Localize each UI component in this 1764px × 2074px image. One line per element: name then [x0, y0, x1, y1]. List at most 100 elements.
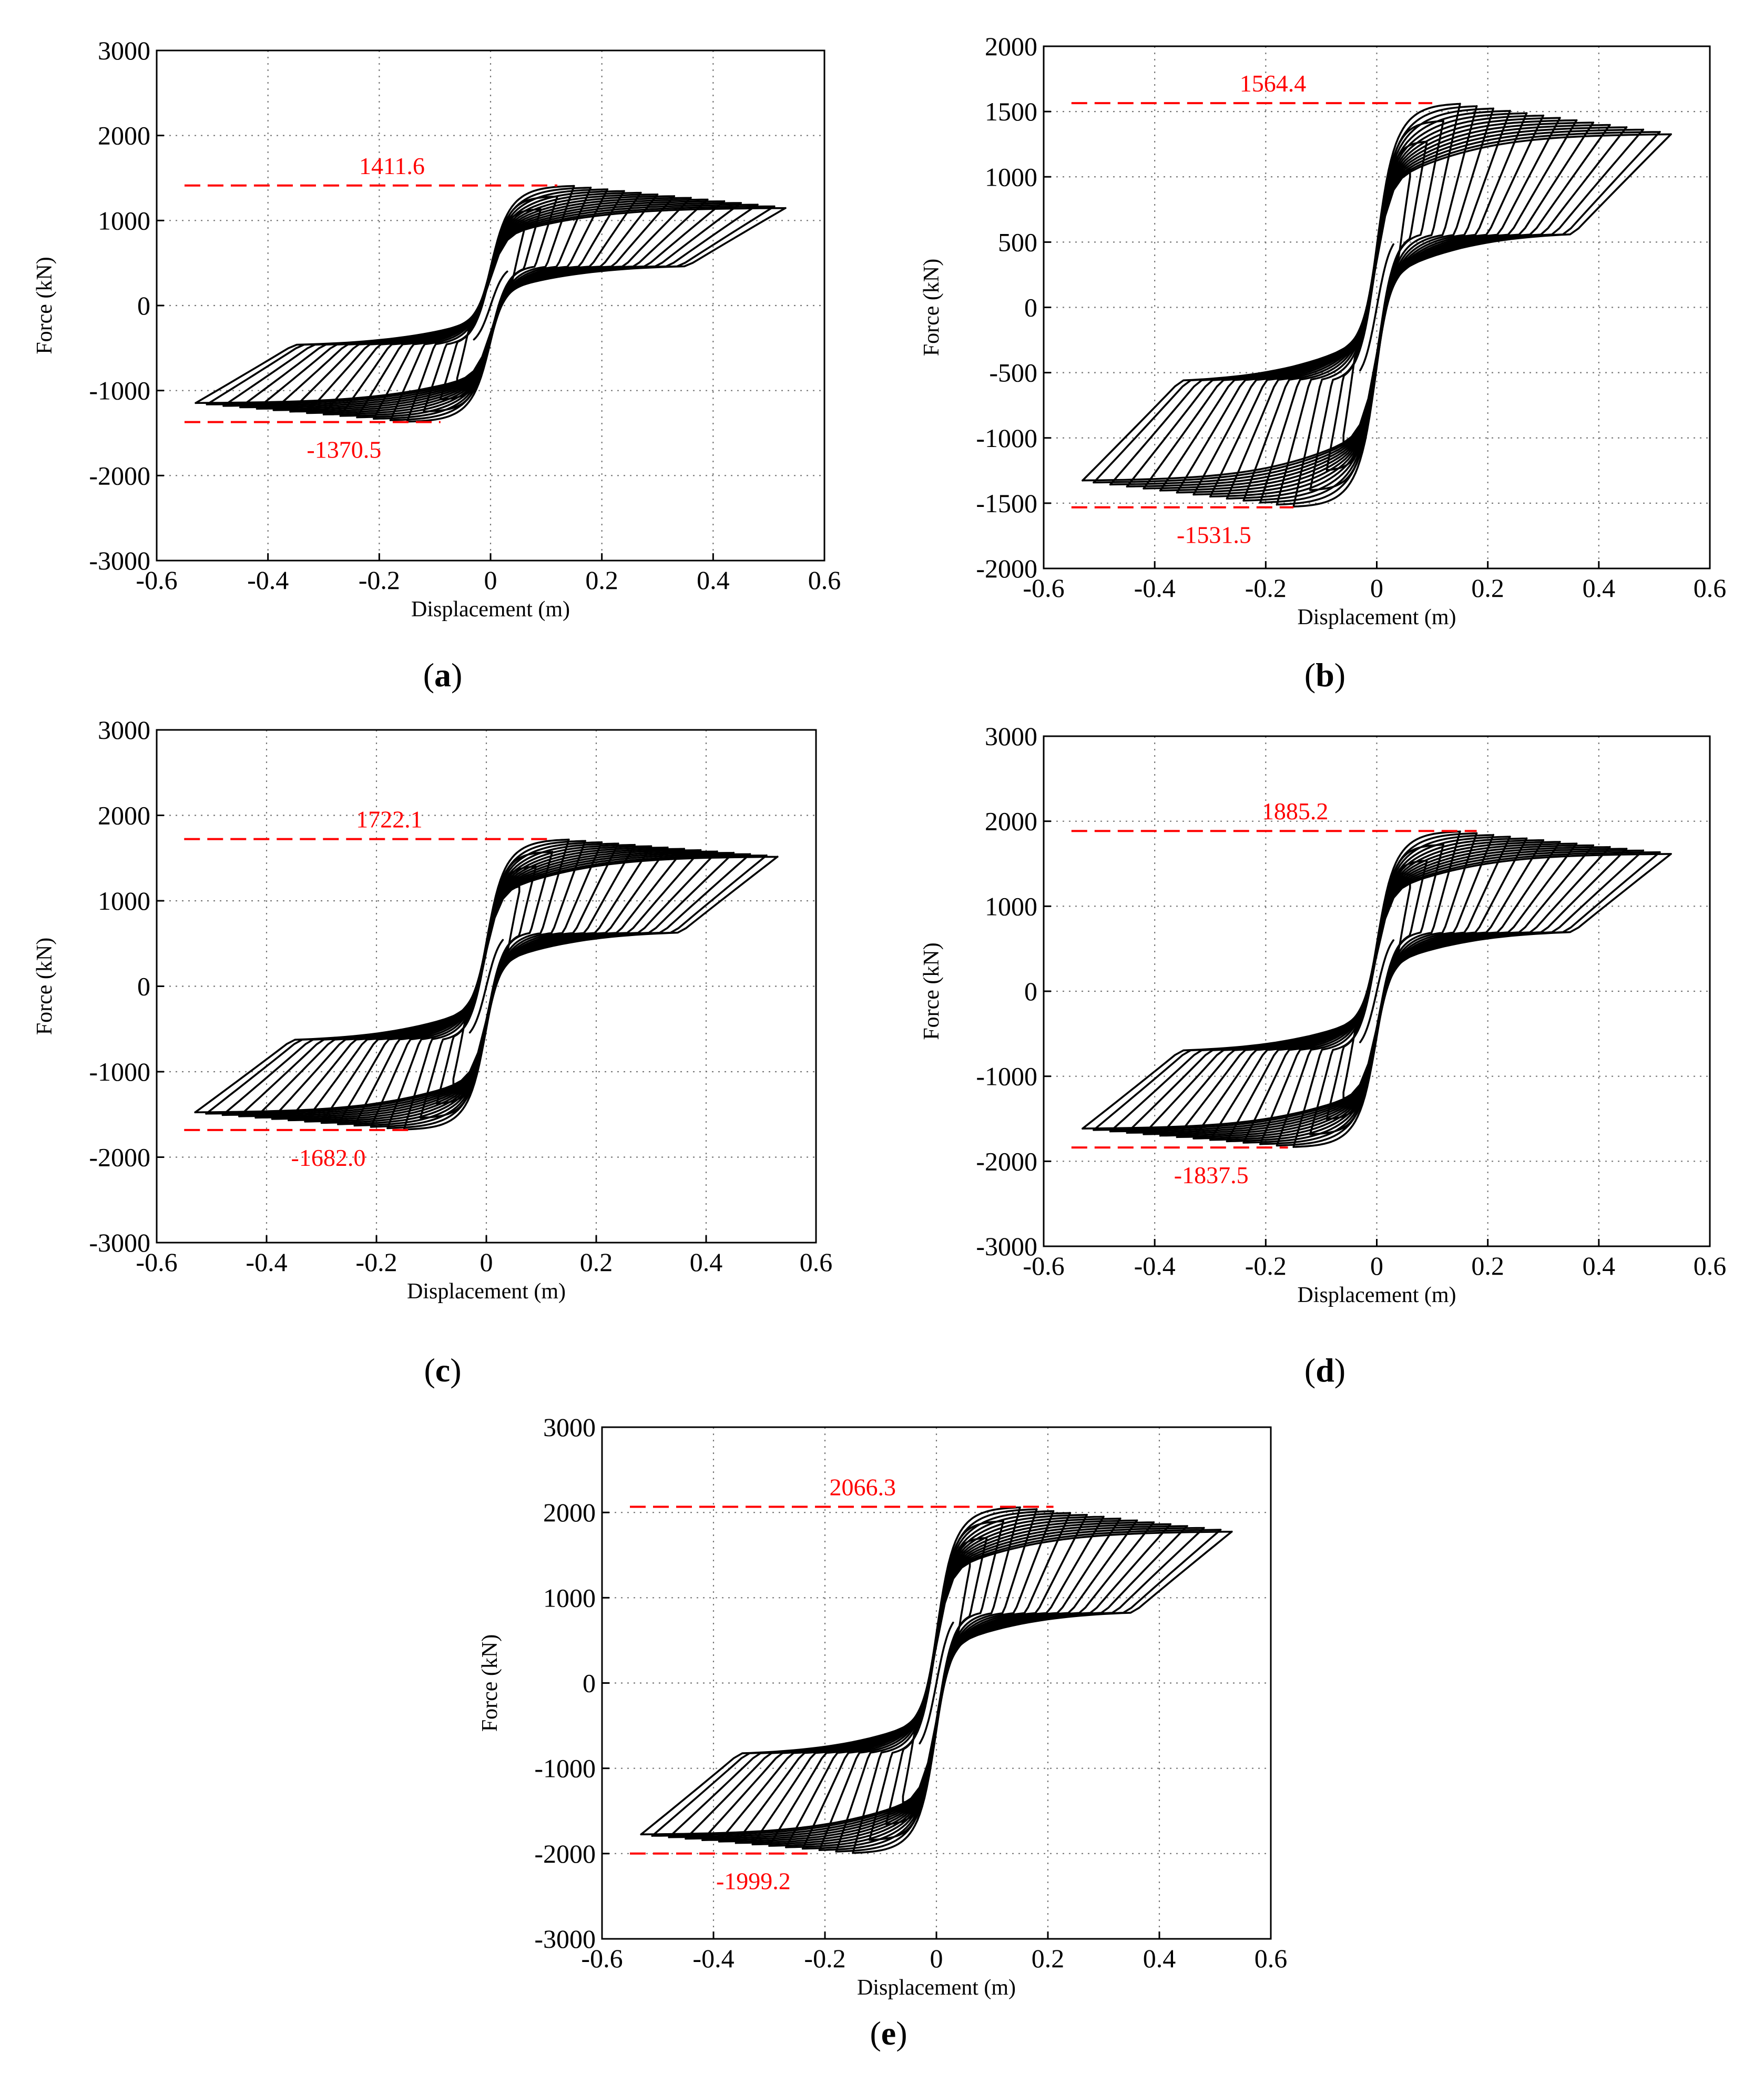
x-tick-label: 0	[480, 1247, 493, 1277]
min-force-label: -1837.5	[1174, 1162, 1249, 1188]
x-tick-label: 0.2	[585, 565, 618, 595]
max-force-label: 1885.2	[1262, 798, 1329, 825]
x-tick-label: -0.6	[1023, 573, 1064, 603]
y-tick-label: 1000	[543, 1583, 596, 1612]
hysteresis-loop	[353, 842, 619, 1127]
hysteresis-loop	[195, 207, 787, 404]
x-tick-label: -0.2	[355, 1247, 397, 1277]
grid	[157, 50, 824, 561]
x-tick-label: -0.6	[1023, 1251, 1064, 1280]
y-tick-label: -3000	[89, 1228, 150, 1257]
y-tick-label: -1000	[976, 1062, 1037, 1091]
hysteresis-loop	[468, 939, 504, 1034]
hysteresis-loop	[1082, 133, 1672, 482]
max-force-label: 1564.4	[1240, 70, 1307, 97]
x-tick-label: 0	[1370, 573, 1383, 603]
x-tick-label: 0.4	[1143, 1944, 1176, 1973]
y-tick-label: -2000	[976, 554, 1037, 583]
panel-caption: (a)	[423, 656, 463, 694]
hysteresis-loop	[1209, 114, 1545, 498]
x-tick-label: 0.2	[1471, 1251, 1504, 1280]
x-tick-label: 0.6	[1694, 573, 1727, 603]
x-tick-label: 0.2	[1471, 573, 1504, 603]
x-tick-label: 0.6	[808, 565, 841, 595]
x-tick-label: 0	[930, 1944, 943, 1973]
x-tick-label: 0.6	[1255, 1944, 1288, 1973]
hysteresis-loop	[718, 1521, 1155, 1843]
y-axis-title: Force (kN)	[33, 257, 57, 354]
y-tick-label: 1000	[98, 206, 150, 235]
hysteresis-loop	[785, 1513, 1088, 1848]
y-tick-label: 2000	[98, 801, 150, 830]
x-tick-label: -0.4	[692, 1944, 734, 1973]
hysteresis-loop	[919, 1621, 954, 1745]
chart-panel-a: 1411.6 -1370.5 -0.6 -0.4 -0.2 0 0.2 0.4 0.6 3000 2…	[33, 36, 841, 694]
x-tick-label: 0.6	[800, 1247, 833, 1277]
hysteresis-loop	[403, 838, 570, 1131]
hysteresis-loop	[339, 191, 642, 417]
y-axis-title: Force (kN)	[920, 259, 944, 356]
hysteresis-loop	[1192, 117, 1561, 496]
hysteresis-loop	[768, 1516, 1105, 1847]
hysteresis-loop	[1226, 837, 1528, 1143]
max-force-label: 2066.3	[830, 1473, 896, 1500]
y-tick-label: -2000	[89, 1143, 150, 1172]
hysteresis-curve	[1082, 830, 1672, 1148]
hysteresis-loop	[751, 1517, 1121, 1846]
hysteresis-loop	[1276, 832, 1478, 1147]
min-force-label: -1999.2	[716, 1868, 791, 1895]
hysteresis-loop	[1359, 939, 1394, 1043]
x-tick-label: -0.6	[581, 1944, 623, 1973]
hysteresis-loop	[1359, 243, 1394, 372]
hysteresis-loop	[1143, 124, 1611, 490]
y-tick-label: 2000	[985, 807, 1037, 836]
chart-panel-d: 1885.2 -1837.5 -0.6 -0.4 -0.2 0 0.2 0.4 0.6 3000 2…	[920, 721, 1726, 1389]
hysteresis-loop	[304, 846, 669, 1123]
panel-caption: (d)	[1304, 1351, 1345, 1389]
x-tick-label: 0.6	[1694, 1251, 1727, 1280]
x-tick-label: -0.4	[247, 565, 289, 595]
y-tick-label: 2000	[98, 121, 150, 150]
hysteresis-loop	[288, 848, 685, 1122]
hysteresis-curve	[1082, 103, 1672, 508]
hysteresis-loop	[801, 1512, 1072, 1850]
hysteresis-loop	[1242, 109, 1511, 502]
y-axis-title: Force (kN)	[920, 942, 944, 1040]
x-tick-label: 0.2	[1032, 1944, 1065, 1973]
x-tick-label: 0	[1370, 1251, 1383, 1280]
y-tick-label: -1500	[976, 489, 1037, 518]
x-tick-label: -0.4	[246, 1247, 287, 1277]
y-tick-label: -2000	[976, 1146, 1037, 1176]
hysteresis-loop	[473, 270, 508, 341]
max-force-label: 1722.1	[356, 806, 423, 833]
y-tick-label: -1000	[89, 376, 150, 405]
hysteresis-curve	[195, 185, 787, 423]
hysteresis-loop	[356, 190, 625, 419]
y-tick-label: -1000	[534, 1754, 596, 1783]
y-tick-label: 0	[137, 291, 150, 320]
y-tick-label: 3000	[98, 715, 150, 745]
hysteresis-loop	[389, 186, 592, 421]
x-tick-label: -0.4	[1134, 573, 1176, 603]
panel-caption: (b)	[1304, 656, 1345, 694]
hysteresis-loop	[370, 841, 603, 1128]
y-tick-label: -3000	[976, 1232, 1037, 1261]
y-tick-label: 500	[998, 227, 1037, 257]
y-tick-label: -500	[989, 358, 1037, 388]
panel-caption: (c)	[424, 1351, 461, 1389]
y-tick-label: 0	[583, 1669, 596, 1698]
max-force-label: 1411.6	[359, 152, 425, 179]
y-tick-label: 0	[137, 972, 150, 1001]
hysteresis-loop	[337, 843, 636, 1125]
min-force-label: -1531.5	[1177, 522, 1251, 548]
hysteresis-loop	[320, 845, 652, 1124]
y-tick-label: 1500	[985, 97, 1037, 126]
y-tick-label: -2000	[89, 461, 150, 490]
x-tick-label: 0.2	[580, 1247, 613, 1277]
y-tick-label: -3000	[89, 546, 150, 575]
x-tick-label: -0.2	[804, 1944, 845, 1973]
y-axis-title: Force (kN)	[33, 938, 57, 1035]
hysteresis-loop	[1292, 103, 1461, 508]
hysteresis-loop	[1082, 853, 1672, 1130]
x-axis-title: Displacement (m)	[407, 1279, 566, 1304]
